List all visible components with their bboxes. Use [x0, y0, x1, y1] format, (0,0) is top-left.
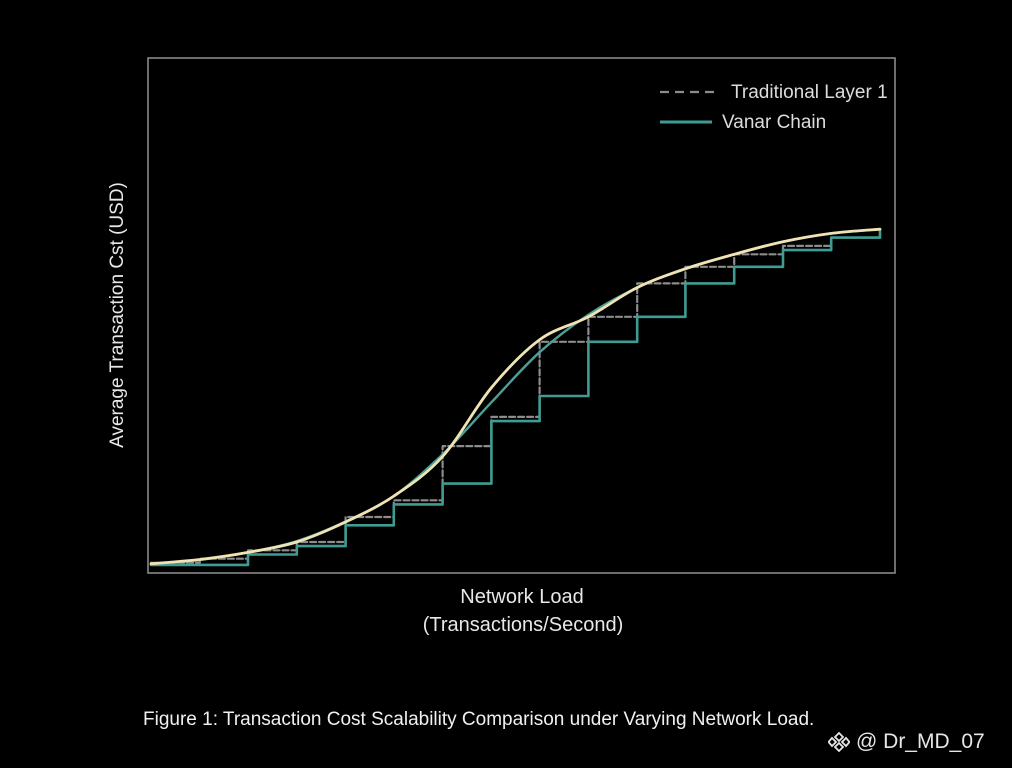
- legend: Traditional Layer 1 Vanar Chain: [660, 82, 888, 133]
- series-line-traditional-layer-1: [149, 228, 882, 564]
- y-axis-label: Average Transaction Cst (USD): [107, 182, 128, 448]
- watermark: @ Dr_MD_07: [828, 730, 985, 754]
- x-axis-label: Network Load: [460, 586, 583, 608]
- plot-frame: [147, 57, 896, 574]
- x-axis-label-line2: (Transactions/Second): [423, 614, 623, 636]
- series-line-vanar-chain: [149, 227, 882, 567]
- legend-label-traditional-layer-1: Traditional Layer 1: [731, 82, 888, 103]
- series-line-curve-2: [149, 227, 882, 566]
- watermark-text: @ Dr_MD_07: [856, 730, 985, 753]
- legend-label-vanar-chain: Vanar Chain: [722, 112, 826, 133]
- series-line-curve-3: [149, 228, 882, 566]
- series-layer: [149, 227, 882, 567]
- figure-caption: Figure 1: Transaction Cost Scalability C…: [143, 709, 815, 730]
- diamond-logo-icon: [828, 731, 850, 753]
- chart: Traditional Layer 1 Vanar Chain Average …: [107, 57, 896, 636]
